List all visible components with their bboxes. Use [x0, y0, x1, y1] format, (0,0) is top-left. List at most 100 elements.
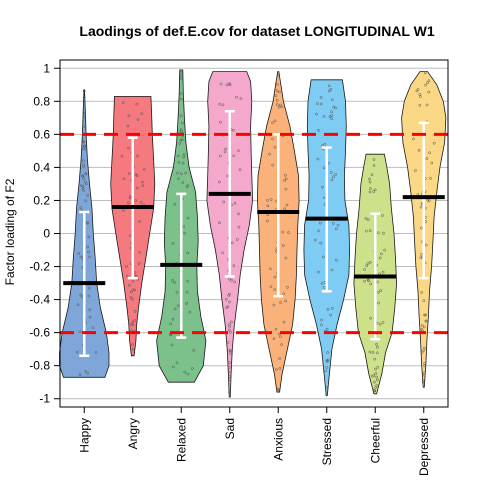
- data-point: [363, 279, 366, 283]
- data-point: [375, 378, 379, 382]
- data-point: [227, 365, 231, 369]
- data-point: [330, 117, 333, 121]
- data-point: [269, 198, 273, 201]
- data-point: [134, 173, 138, 176]
- data-point: [369, 282, 373, 286]
- violin-depressed: [401, 71, 447, 388]
- violin-happy: [59, 89, 110, 378]
- data-point: [173, 307, 177, 311]
- data-point: [136, 118, 140, 121]
- data-point: [366, 218, 370, 221]
- data-point: [227, 361, 231, 365]
- data-point: [327, 84, 331, 88]
- data-point: [372, 190, 376, 194]
- data-point: [329, 313, 333, 317]
- data-point: [313, 238, 317, 242]
- data-point: [418, 103, 422, 107]
- data-point: [319, 96, 323, 99]
- data-point: [420, 291, 424, 294]
- data-point: [225, 306, 228, 309]
- data-point: [271, 121, 274, 125]
- data-point: [238, 168, 242, 172]
- data-point: [330, 178, 334, 182]
- x-tick-label: Relaxed: [174, 418, 188, 462]
- data-point: [128, 196, 132, 200]
- y-tick-label: -1: [39, 392, 50, 406]
- data-point: [228, 378, 232, 381]
- data-point: [181, 121, 184, 125]
- data-point: [284, 177, 288, 181]
- data-point: [370, 173, 374, 177]
- data-point: [378, 322, 382, 326]
- data-point: [171, 242, 175, 245]
- data-point: [273, 119, 277, 123]
- data-point: [176, 171, 179, 175]
- data-point: [326, 308, 330, 311]
- data-point: [319, 102, 323, 106]
- data-point: [129, 296, 133, 299]
- data-point: [77, 252, 81, 255]
- data-point: [225, 83, 229, 87]
- data-point: [81, 174, 85, 178]
- data-point: [129, 290, 133, 294]
- data-point: [331, 222, 335, 225]
- data-point: [81, 159, 85, 162]
- data-point: [284, 173, 287, 177]
- data-point: [377, 301, 380, 305]
- data-point: [169, 322, 172, 326]
- data-point: [316, 102, 319, 105]
- data-point: [271, 137, 274, 141]
- data-point: [269, 285, 273, 289]
- data-point: [127, 114, 131, 118]
- data-point: [432, 141, 436, 145]
- data-point: [175, 361, 179, 365]
- data-point: [233, 280, 236, 284]
- data-point: [272, 303, 276, 307]
- data-point: [283, 179, 286, 182]
- data-point: [186, 251, 190, 255]
- data-point: [86, 194, 90, 197]
- data-point: [372, 389, 376, 393]
- data-point: [415, 89, 419, 93]
- data-point: [332, 105, 336, 109]
- data-point: [84, 172, 88, 175]
- data-point: [235, 238, 239, 241]
- data-point: [176, 304, 180, 308]
- data-point: [88, 315, 92, 319]
- data-point: [83, 180, 87, 184]
- data-point: [176, 154, 180, 158]
- data-point: [335, 258, 338, 262]
- data-point: [180, 138, 184, 142]
- data-point: [228, 300, 231, 304]
- data-point: [326, 351, 330, 354]
- data-point: [228, 277, 231, 281]
- data-point: [371, 351, 375, 354]
- data-point: [137, 262, 141, 265]
- violin-cheerful: [353, 153, 398, 395]
- x-tick-label: Angry: [126, 418, 140, 449]
- data-point: [368, 190, 372, 194]
- data-point: [366, 278, 370, 282]
- data-point: [286, 285, 289, 289]
- data-point: [373, 357, 376, 361]
- data-point: [82, 89, 86, 93]
- data-point: [382, 231, 385, 235]
- data-point: [363, 268, 366, 271]
- data-point: [372, 158, 376, 161]
- data-point: [136, 154, 139, 158]
- data-point: [321, 185, 324, 189]
- data-point: [368, 229, 372, 233]
- data-point: [320, 318, 323, 322]
- data-point: [171, 317, 175, 321]
- data-point: [87, 294, 91, 298]
- data-point: [88, 308, 92, 312]
- data-point: [184, 171, 187, 175]
- data-point: [374, 372, 378, 375]
- data-point: [422, 371, 426, 375]
- data-point: [229, 352, 232, 355]
- y-tick-label: 1: [43, 61, 50, 75]
- data-point: [334, 227, 338, 231]
- y-tick-label: -0.8: [29, 359, 50, 373]
- data-point: [317, 229, 320, 233]
- data-point: [420, 327, 424, 331]
